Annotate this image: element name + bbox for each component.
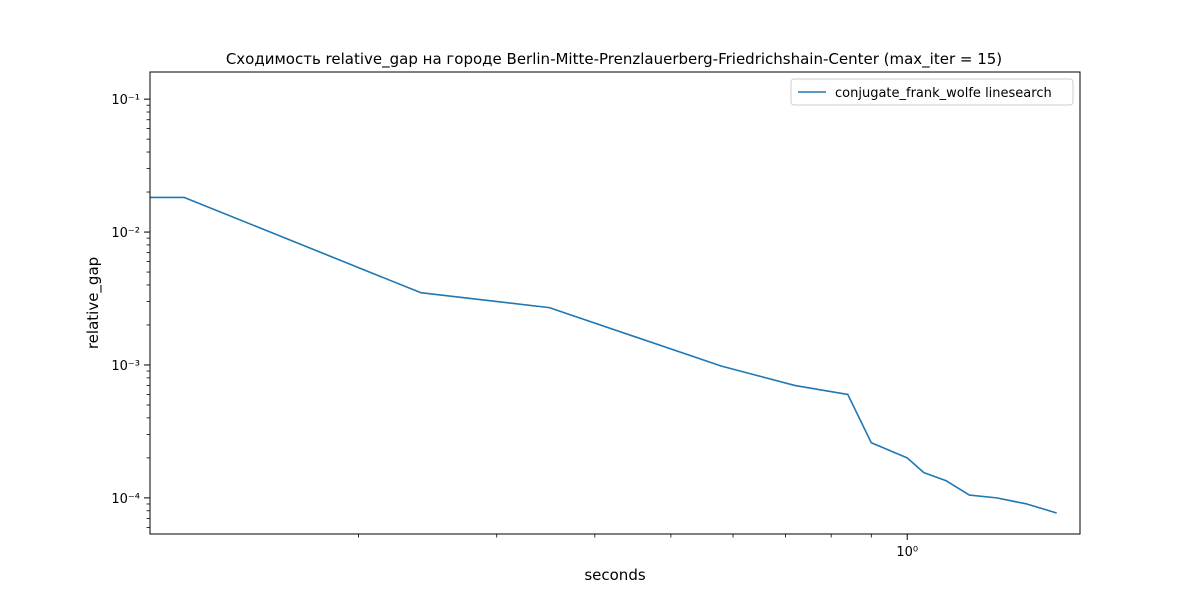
series-line-0 xyxy=(150,196,1057,514)
y-axis-label: relative_gap xyxy=(84,257,103,349)
legend-label-0: conjugate_frank_wolfe linesearch xyxy=(835,86,1052,101)
chart-title: Сходимость relative_gap на городе Berlin… xyxy=(226,50,1002,69)
y-tick-label-1: 10⁻³ xyxy=(111,359,140,374)
series-layer xyxy=(150,196,1057,514)
legend: conjugate_frank_wolfe linesearch xyxy=(790,78,1074,106)
y-tick-label-0: 10⁻⁴ xyxy=(111,492,140,507)
axes-frame xyxy=(149,71,1081,535)
y-tick-label-3: 10⁻¹ xyxy=(111,93,140,108)
y-tick-label-2: 10⁻² xyxy=(111,226,140,241)
x-axis-label: seconds xyxy=(584,566,645,584)
x-tick-label-0: 10⁰ xyxy=(896,545,918,560)
legend-box xyxy=(790,78,1074,106)
axes-ticks: 10⁻⁴ 10⁻³ 10⁻² 10⁻¹ 10⁰ xyxy=(111,93,918,560)
